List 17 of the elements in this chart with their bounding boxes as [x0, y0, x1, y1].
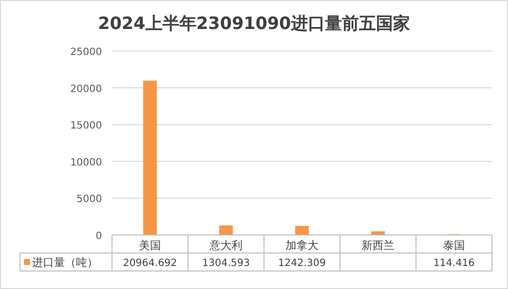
data-label: 1304.593 — [202, 258, 250, 269]
legend-label: 进口量（吨） — [32, 256, 98, 269]
x-tick-label: 泰国 — [443, 239, 465, 252]
y-tick-label: 20000 — [70, 84, 102, 95]
x-tick-label: 加拿大 — [286, 239, 318, 252]
data-label: 20964.692 — [122, 258, 178, 269]
chart-title: 2024上半年23091090进口量前五国家 — [98, 14, 410, 34]
x-tick-label: 美国 — [139, 239, 161, 252]
data-label: 1242.309 — [278, 258, 326, 269]
x-tick-label: 意大利 — [208, 239, 242, 252]
y-tick-label: 25000 — [70, 47, 102, 58]
y-tick-label: 10000 — [70, 157, 102, 168]
y-tick-label: 5000 — [76, 194, 102, 206]
x-tick-label: 新西兰 — [362, 239, 394, 252]
data-label: 114.416 — [433, 258, 475, 269]
y-tick-label: 0 — [96, 231, 102, 242]
y-tick-label: 15000 — [70, 120, 102, 132]
